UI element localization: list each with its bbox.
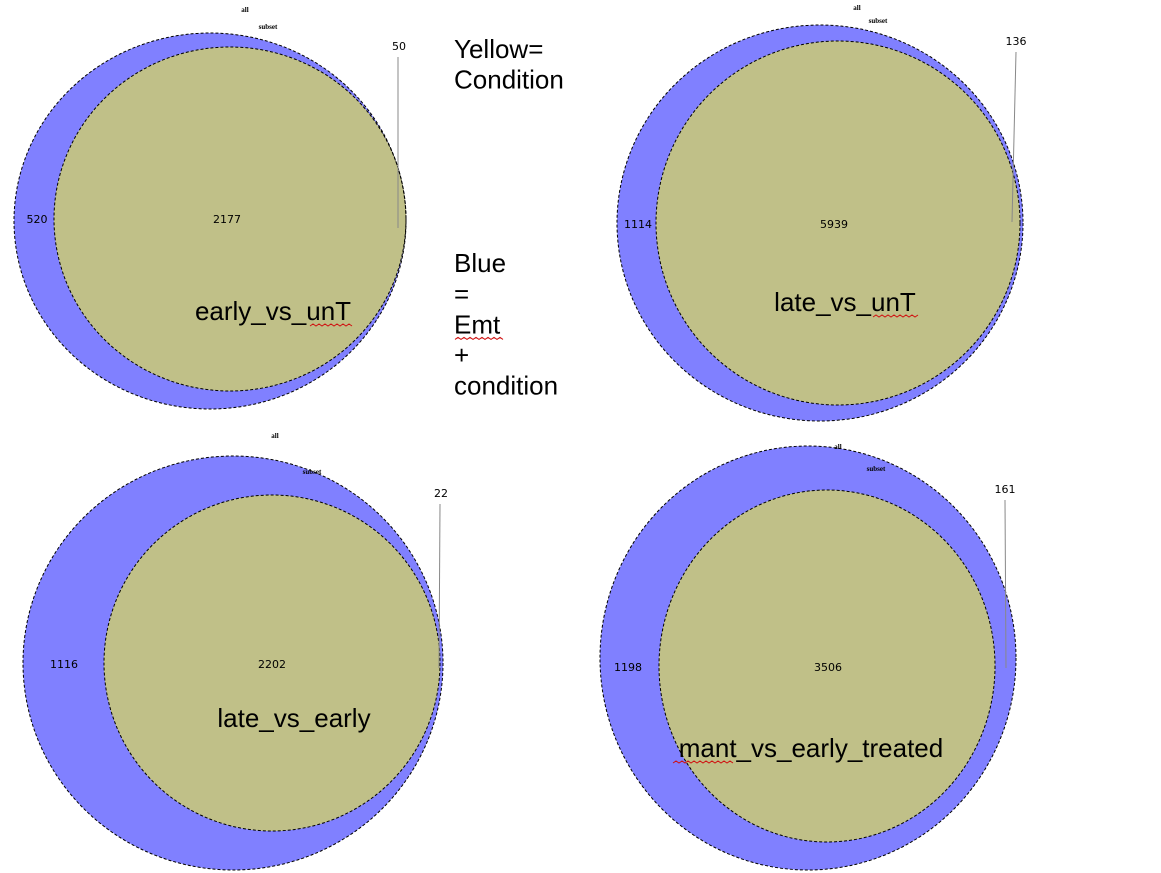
legend-line: = (454, 279, 469, 309)
only-subset-count: 50 (392, 40, 406, 53)
set-subset-outline (658, 489, 996, 843)
overlap-count: 2202 (258, 658, 286, 671)
comparison-title: early_vs_unT (195, 296, 351, 326)
comparison-title: late_vs_unT (774, 287, 916, 317)
only-all-count: 1198 (614, 661, 642, 674)
set-all-label: all (271, 432, 278, 440)
overlap-count: 2177 (213, 213, 241, 226)
leader-line (1004, 499, 1007, 669)
spellcheck-underline (309, 323, 353, 327)
leader-line (438, 503, 441, 669)
set-all-outline (599, 445, 1017, 871)
legend-line: Condition (454, 65, 564, 95)
set-subset-label: subset (303, 468, 322, 476)
only-subset-count: 161 (995, 483, 1016, 496)
only-subset-count: 22 (434, 487, 448, 500)
legend-line: + (454, 340, 469, 370)
comparison-title: late_vs_early (217, 703, 370, 733)
legend-line: Yellow= (454, 34, 543, 64)
legend-line: Emt (454, 309, 501, 339)
legend: Yellow=Condition Blue=Emt+condition (454, 34, 564, 401)
set-all-outline (22, 455, 444, 871)
overlap-region (54, 47, 406, 391)
overlap-region (104, 495, 440, 831)
venn-mant_vs_early_treated: all subset 1198 3506 161 mant_vs_early_treate… (599, 443, 1017, 871)
only-all-count: 1114 (624, 218, 652, 231)
set-subset-outline (103, 494, 441, 832)
overlap-region (659, 490, 995, 842)
comparison-title: mant_vs_early_treated (679, 733, 943, 763)
only-subset-count: 136 (1006, 35, 1027, 48)
overlap-count: 5939 (820, 218, 848, 231)
set-subset-outline (655, 40, 1021, 406)
set-all-label: all (834, 443, 841, 451)
set-all-label: all (853, 4, 860, 12)
leader-line (1011, 51, 1017, 223)
venn-late_vs_unT: all subset 1114 5939 136 late_vs_unT (616, 4, 1027, 422)
set-all-label: all (241, 6, 248, 14)
legend-line: Blue (454, 248, 506, 278)
only-all-count: 1116 (50, 658, 78, 671)
overlap-region (656, 41, 1020, 405)
set-subset-label: subset (259, 23, 278, 31)
set-subset-label: subset (867, 465, 886, 473)
set-subset-label: subset (869, 17, 888, 25)
set-subset-outline (53, 46, 407, 392)
overlap-count: 3506 (814, 661, 842, 674)
venn-late_vs_early: all subset 1116 2202 22 late_vs_early (22, 432, 448, 871)
spellcheck-underline (672, 760, 734, 764)
legend-line: condition (454, 371, 558, 401)
spellcheck-underline (454, 336, 504, 341)
venn-early_vs_unT: all subset 520 2177 50 early_vs_unT (13, 6, 407, 410)
only-all-count: 520 (27, 213, 48, 226)
spellcheck-underline (872, 314, 919, 318)
set-all-outline (616, 24, 1024, 422)
